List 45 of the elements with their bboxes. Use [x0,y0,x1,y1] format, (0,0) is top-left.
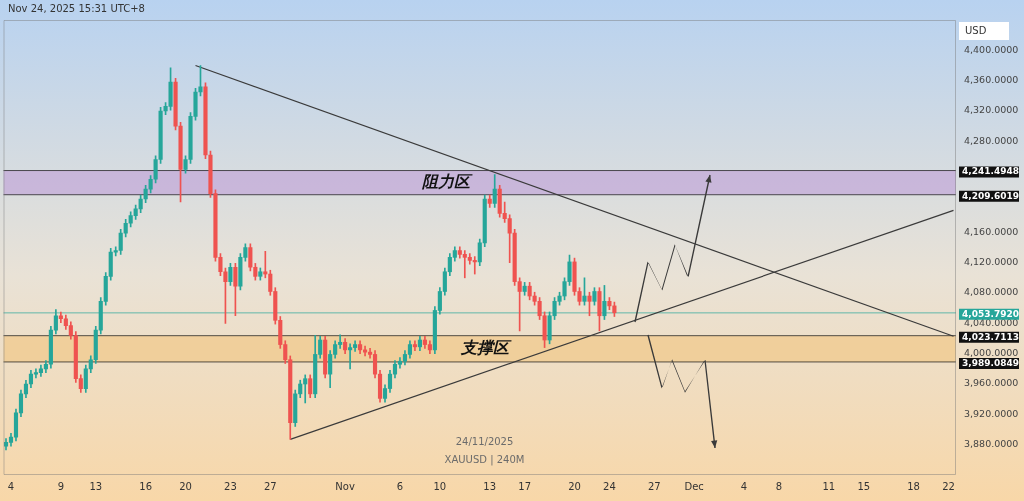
y-tick-label: 3,920.0000 [964,407,1019,419]
y-tick-label: 4,280.0000 [964,134,1019,146]
ref-line-label: 4,209.6019 [962,190,1019,201]
y-tick-label: 3,960.0000 [964,377,1019,389]
x-tick-label: 18 [907,480,920,492]
x-tick-label: 24 [603,480,616,492]
x-tick-label: 8 [775,480,783,492]
x-tick-label: 20 [568,480,581,492]
y-tick-label: 4,360.0000 [964,74,1019,86]
y-tick-label: 4,400.0000 [964,43,1019,55]
x-tick-label: 16 [139,480,152,492]
ref-line-label: 4,023.7113 [962,331,1019,342]
x-tick-label: 4 [740,480,748,492]
x-tick-label: 15 [857,480,871,492]
x-tick-label: Nov [335,480,355,492]
y-tick-label: 4,080.0000 [964,286,1019,298]
x-tick-label: 27 [263,480,277,492]
text: Nov 24, 2025 15:31 UTC+8 [8,2,145,14]
band-label: 阻力区 [421,171,474,191]
x-tick-label: 23 [224,480,237,492]
y-tick-label: 4,120.0000 [964,256,1019,268]
band-label: 支撑区 [459,337,512,357]
x-tick-label: 11 [822,480,836,492]
x-tick-label: 22 [942,480,955,492]
x-tick-label: 10 [433,480,447,492]
x-tick-label: 4 [7,480,15,492]
annotation: 24/11/2025 [455,435,514,447]
y-tick-label: 4,320.0000 [964,104,1019,116]
x-tick-label: 17 [518,480,531,492]
annotation: XAUUSD | 240M [444,453,525,466]
x-tick-label: 9 [57,480,65,492]
y-tick-label: 4,000.0000 [964,347,1019,359]
x-tick-label: 20 [179,480,192,492]
x-tick-label: Dec [684,480,704,492]
x-tick-label: 13 [89,480,103,492]
ref-line-label: 4,053.7920 [962,308,1019,319]
y-tick-label: 3,880.0000 [964,438,1019,450]
y-tick-label: 4,160.0000 [964,225,1019,237]
ref-line-label: 4,241.4948 [962,166,1019,177]
ref-line-label: 3,989.0849 [962,357,1019,368]
x-tick-label: 13 [483,480,497,492]
x-tick-label: 6 [396,480,404,492]
y-tick-label: 4,040.0000 [964,316,1019,328]
y-axis-title: USD [965,24,987,36]
x-tick-label: 27 [647,480,661,492]
